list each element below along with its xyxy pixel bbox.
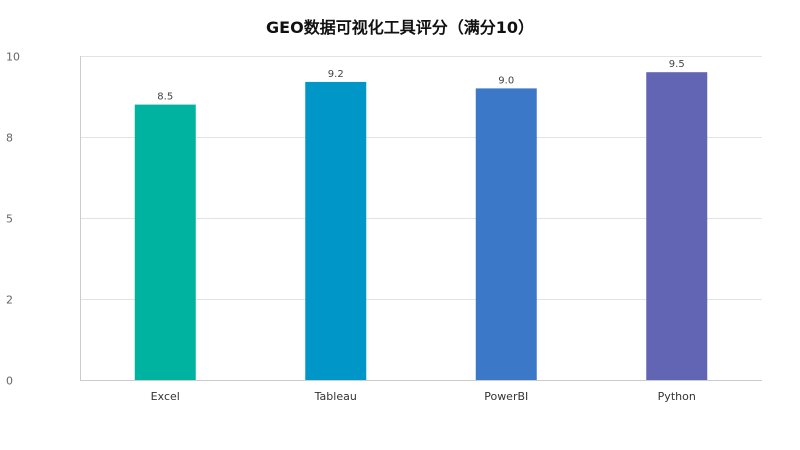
value-label: 9.0 [498, 75, 514, 86]
bars [134, 72, 708, 381]
value-labels: 8.5 9.2 9.0 9.5 [157, 59, 684, 102]
chart-title: GEO数据可视化工具评分（满分10） [266, 18, 534, 37]
y-tick-label: 8 [6, 132, 13, 145]
value-label: 8.5 [157, 92, 173, 103]
tick-labels: 0 2 5 8 10 Excel Tableau PowerBI Python [6, 51, 696, 404]
bar-python [646, 72, 708, 380]
y-tick-label: 2 [6, 294, 13, 307]
bar-tableau [305, 81, 367, 381]
bar-excel [134, 104, 196, 380]
x-tick-label: Python [658, 390, 696, 403]
axes [80, 56, 762, 381]
y-tick-label: 5 [6, 213, 13, 226]
value-label: 9.5 [669, 59, 685, 70]
y-tick-label: 10 [6, 51, 20, 64]
bar-powerbi [475, 88, 537, 381]
x-tick-label: Tableau [314, 390, 357, 403]
y-tick-label: 0 [6, 375, 13, 388]
x-tick-label: Excel [151, 390, 180, 403]
x-tick-label: PowerBI [484, 390, 528, 403]
value-label: 9.2 [328, 69, 344, 80]
